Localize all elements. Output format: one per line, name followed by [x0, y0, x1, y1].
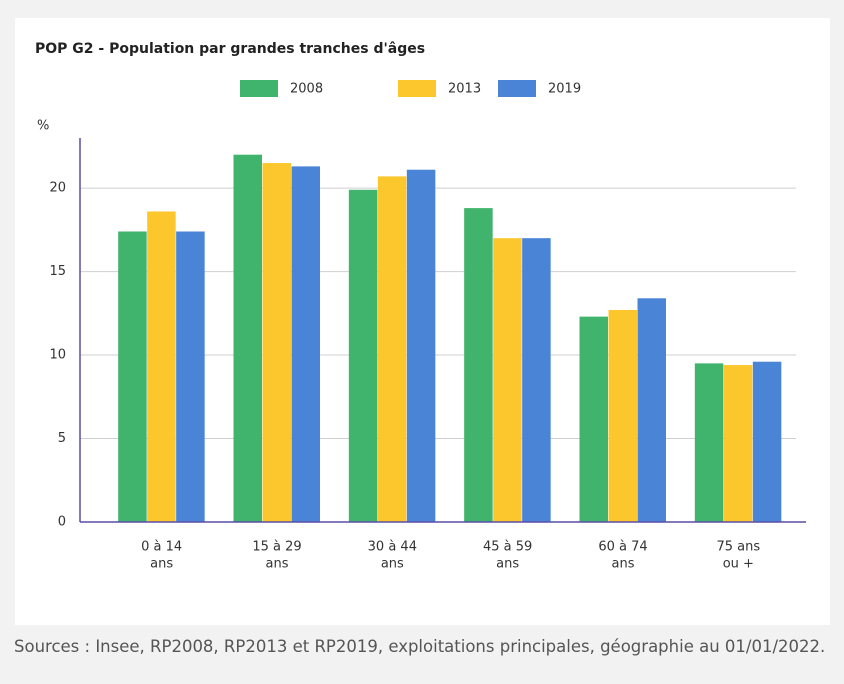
x-tick-label: 60 à 74: [598, 540, 647, 555]
bar: [522, 238, 551, 522]
bar: [291, 166, 320, 522]
legend-label: 2013: [448, 82, 481, 97]
bar: [464, 208, 493, 522]
x-tick-label: ou +: [723, 557, 754, 572]
bar: [694, 363, 724, 522]
bar: [262, 163, 291, 523]
x-tick-label: 75 ans: [717, 540, 761, 555]
x-tick-label: 45 à 59: [483, 540, 532, 555]
y-tick-label: 20: [49, 181, 66, 196]
legend-label: 2019: [548, 82, 581, 97]
bar: [348, 189, 378, 522]
chart: POP G2 - Population par grandes tranches…: [15, 18, 830, 625]
chart-title: POP G2 - Population par grandes tranches…: [35, 41, 425, 57]
bar: [637, 298, 666, 522]
bar: [118, 231, 147, 522]
legend-swatch: [240, 80, 278, 97]
bar: [377, 176, 407, 522]
y-tick-label: 15: [49, 264, 66, 279]
legend-label: 2008: [290, 82, 323, 97]
x-tick-label: ans: [266, 557, 289, 572]
bar: [723, 365, 753, 522]
bar: [608, 309, 637, 522]
bar: [176, 231, 205, 522]
bar: [147, 211, 176, 522]
x-tick-label: ans: [612, 557, 635, 572]
x-tick-label: ans: [496, 557, 519, 572]
y-tick-label: 5: [58, 431, 66, 446]
x-tick-label: ans: [150, 557, 173, 572]
bar: [233, 154, 262, 522]
legend-swatch: [498, 80, 536, 97]
x-tick-label: 0 à 14: [141, 540, 182, 555]
bar: [579, 316, 608, 522]
bar: [493, 238, 522, 522]
y-tick-label: 10: [49, 348, 66, 363]
source-note: Sources : Insee, RP2008, RP2013 et RP201…: [14, 637, 826, 656]
x-tick-label: 30 à 44: [368, 540, 417, 555]
y-axis-label: %: [37, 119, 49, 134]
y-tick-label: 0: [58, 515, 66, 530]
bar: [406, 169, 436, 522]
x-tick-label: ans: [381, 557, 404, 572]
bar: [752, 361, 782, 522]
x-tick-label: 15 à 29: [252, 540, 301, 555]
legend-swatch: [398, 80, 436, 97]
